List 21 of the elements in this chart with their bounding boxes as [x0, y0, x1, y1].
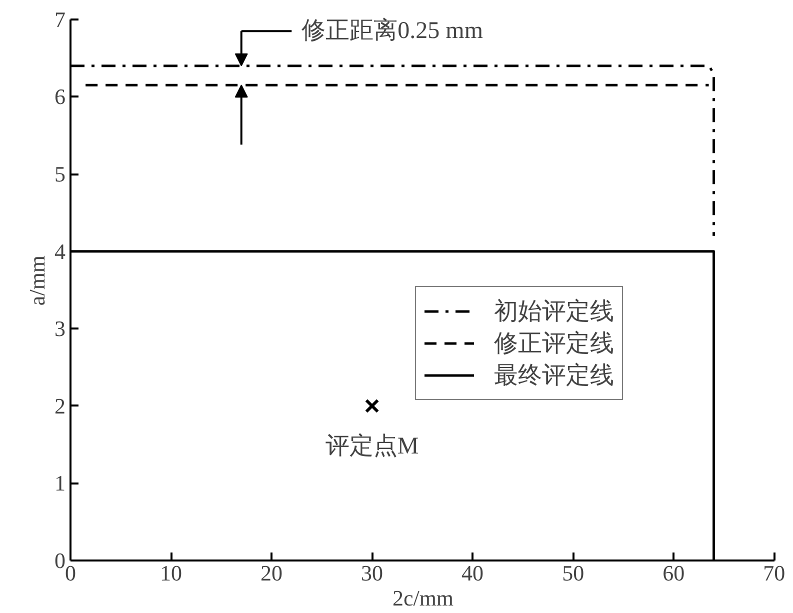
y-tick-label: 1	[54, 470, 66, 496]
x-axis-title: 2c/mm	[392, 586, 454, 610]
legend-label: 修正评定线	[494, 330, 614, 359]
y-tick-label: 5	[54, 162, 66, 187]
x-tick-label: 50	[562, 560, 584, 586]
legend-label: 最终评定线	[494, 362, 614, 391]
legend-label: 初始评定线	[494, 298, 614, 327]
x-tick-label: 30	[361, 560, 384, 586]
annotation: 修正距离0.25 mm	[302, 17, 484, 44]
y-tick-label: 3	[54, 316, 66, 342]
x-tick-label: 20	[260, 560, 283, 586]
x-tick-label: 60	[662, 560, 685, 586]
x-tick-label: 40	[462, 560, 484, 586]
y-axis-title: a/mm	[24, 255, 50, 306]
y-tick-label: 6	[54, 84, 66, 110]
x-tick-label: 70	[763, 560, 786, 586]
y-tick-label: 4	[54, 238, 66, 264]
annotation: 评定点M	[325, 432, 419, 460]
y-tick-label: 2	[54, 393, 66, 418]
y-tick-label: 7	[54, 6, 66, 32]
x-tick-label: 10	[160, 560, 182, 586]
